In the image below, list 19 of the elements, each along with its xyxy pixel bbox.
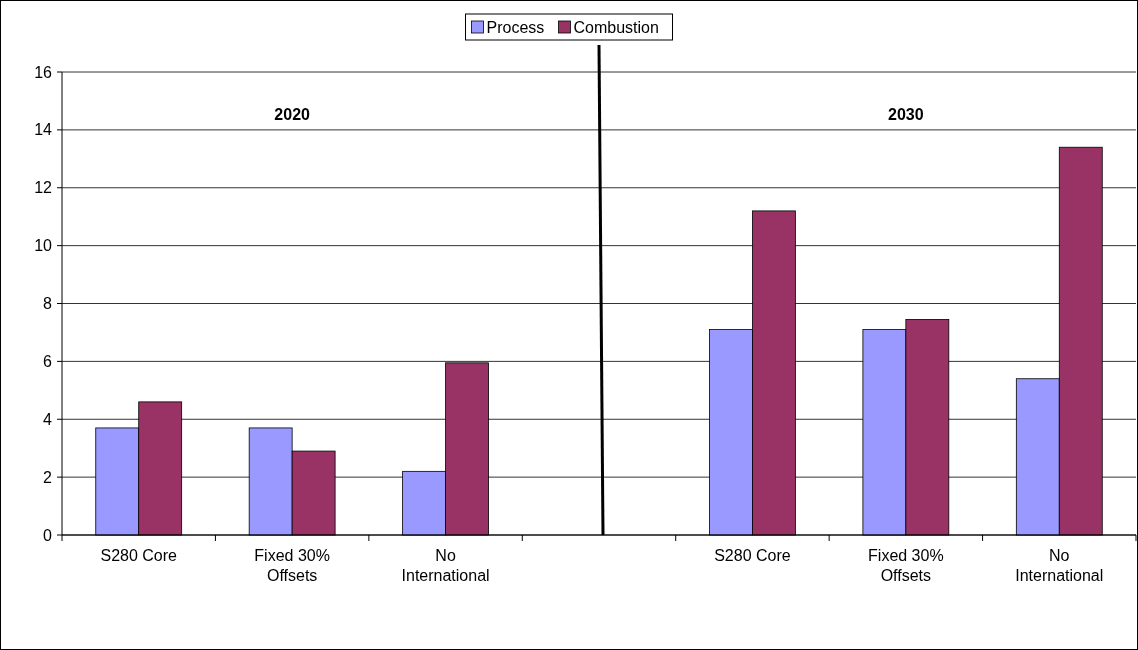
y-tick-label: 14 [34, 121, 53, 139]
y-tick-label: 10 [34, 237, 53, 255]
y-tick-label: 0 [43, 526, 53, 544]
annotation: 2030 [888, 106, 924, 123]
legend-label: Process [486, 18, 545, 36]
y-tick-label: 6 [43, 352, 53, 370]
y-tick-label: 4 [43, 410, 53, 428]
annotation: 2020 [274, 106, 311, 123]
x-tick-label: No International [1015, 547, 1104, 584]
y-tick-label: 12 [34, 179, 53, 197]
x-tick-label: No International [401, 547, 490, 584]
x-tick-label: Fixed 30% Offsets [868, 547, 944, 584]
y-tick-label: 2 [43, 468, 53, 486]
legend-label: Combustion [573, 18, 659, 36]
y-tick-label: 16 [34, 63, 53, 81]
x-tick-label: S280 Core [100, 547, 178, 564]
x-tick-label: S280 Core [714, 547, 791, 564]
x-tick-label: Fixed 30% Offsets [254, 547, 330, 584]
y-tick-label: 8 [43, 295, 53, 313]
